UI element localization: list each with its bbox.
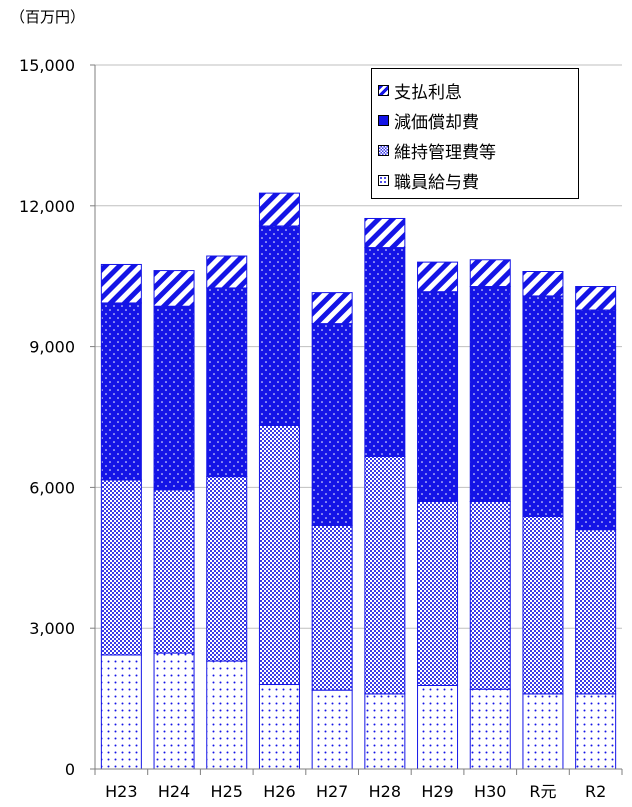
bar-segment	[522, 271, 564, 297]
x-tick-label: R元	[529, 782, 556, 801]
legend-label-salary: 職員給与費	[394, 172, 479, 193]
legend-swatch-diagonal	[378, 84, 389, 96]
bar-segment	[522, 693, 564, 770]
legend-item-maintenance: 維持管理費等	[378, 135, 578, 165]
legend-swatch-solid	[378, 114, 389, 126]
legend-label-interest: 支払利息	[394, 82, 462, 103]
y-tick-label: 0	[65, 760, 75, 779]
x-tick-label: H30	[474, 782, 506, 801]
legend-item-salary: 職員給与費	[378, 165, 578, 195]
bar-segment	[258, 424, 300, 686]
bar-segment	[206, 255, 248, 289]
bar-segment	[153, 489, 195, 654]
bar-segment	[153, 270, 195, 307]
x-tick-label: H26	[263, 782, 295, 801]
bar-segment	[575, 693, 617, 770]
x-tick-label: H29	[421, 782, 453, 801]
legend-label-maintenance: 維持管理費等	[394, 142, 496, 163]
bar-segment	[417, 261, 459, 293]
x-tick-label: H25	[211, 782, 243, 801]
legend-swatch-dots	[378, 174, 389, 186]
bar-segment	[469, 688, 511, 770]
y-tick-label: 6,000	[29, 478, 75, 497]
bar-segment	[153, 305, 195, 491]
bar-segment	[206, 476, 248, 662]
bar-segment	[575, 529, 617, 695]
bar-segment	[417, 500, 459, 686]
bar-segment	[364, 455, 406, 695]
bar-segment	[153, 652, 195, 770]
bar-segment	[364, 693, 406, 770]
bar-segment	[100, 479, 142, 656]
legend-label-depreciation: 減価償却費	[394, 112, 479, 133]
legend: 支払利息 減価償却費 維持管理費等 職員給与費	[371, 68, 579, 199]
bar-segment	[311, 323, 353, 526]
bar-segment	[417, 684, 459, 770]
legend-item-interest: 支払利息	[378, 75, 578, 105]
bar-segment	[100, 302, 142, 481]
y-tick-label: 3,000	[29, 619, 75, 638]
y-tick-label: 12,000	[19, 197, 75, 216]
bar-segment	[575, 286, 617, 311]
bar-segment	[469, 500, 511, 690]
bar-segment	[206, 660, 248, 770]
bar-segment	[206, 287, 248, 478]
bar-segment	[364, 247, 406, 457]
bar-segment	[364, 217, 406, 249]
bar-segment	[258, 225, 300, 426]
x-tick-label: H27	[316, 782, 348, 801]
legend-item-depreciation: 減価償却費	[378, 105, 578, 135]
x-tick-label: H24	[158, 782, 190, 801]
x-tick-label: H23	[105, 782, 137, 801]
bar-segment	[469, 286, 511, 502]
bar-segment	[311, 524, 353, 691]
legend-swatch-mesh	[378, 144, 389, 156]
unit-label: （百万円）	[10, 8, 86, 26]
bar-segment	[311, 292, 353, 325]
bar-segment	[258, 192, 300, 227]
bar-segment	[258, 684, 300, 770]
bar-segment	[522, 515, 564, 695]
bar-segment	[100, 654, 142, 770]
bar-segment	[522, 295, 564, 517]
x-tick-label: H28	[369, 782, 401, 801]
bar-segment	[469, 259, 511, 288]
axes: 0 3,000 6,000 9,000 12,000 15,000 H23 H24 H25 H26…	[19, 56, 623, 801]
y-tick-label: 15,000	[19, 56, 75, 75]
y-tick-label: 9,000	[29, 338, 75, 357]
bar-segment	[417, 291, 459, 502]
x-tick-label: R2	[585, 782, 606, 801]
bar-segment	[575, 309, 617, 531]
bar-segment	[100, 263, 142, 304]
bars	[100, 192, 617, 770]
bar-segment	[311, 689, 353, 770]
